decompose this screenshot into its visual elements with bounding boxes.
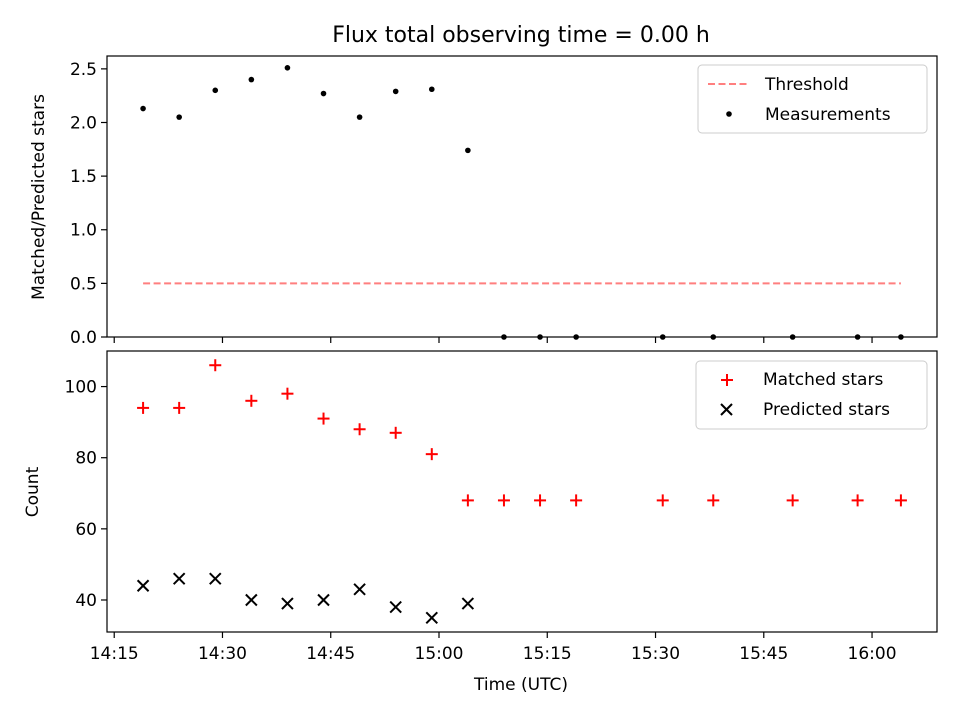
top-y-tick-label: 0.5: [70, 274, 97, 294]
top-y-tick-label: 2.5: [70, 60, 97, 80]
legend-threshold-label: Threshold: [764, 75, 849, 95]
measurement-point: [320, 90, 327, 97]
x-tick-label: 14:15: [90, 644, 139, 664]
top-y-tick-label: 0.0: [70, 328, 97, 348]
matched-stars-point: [209, 359, 222, 372]
x-tick-label: 16:00: [848, 644, 897, 664]
measurement-point: [710, 334, 717, 340]
bottom-y-tick-label: 40: [75, 591, 97, 611]
bottom-plot-frame: [106, 350, 938, 633]
bottom-y-tick-label: 80: [75, 449, 97, 469]
bottom-series: [136, 359, 907, 624]
x-tick-label: 15:45: [739, 644, 788, 664]
top-series: [140, 64, 904, 340]
bottom-y-tick-label: 60: [75, 520, 97, 540]
measurement-point: [248, 76, 255, 83]
legend-matched-swatch: [721, 374, 733, 386]
legend-matched-label: Matched stars: [763, 370, 883, 390]
x-tick-label: 14:45: [306, 644, 355, 664]
predicted-stars-point: [136, 579, 150, 592]
measurement-point: [501, 334, 507, 340]
top-y-axis-label: Matched/Predicted stars: [29, 94, 49, 300]
matched-stars-point: [894, 494, 907, 507]
top-y-axis: 0.0 0.5 1.0 1.5 2.0 2.5: [70, 60, 107, 348]
x-tick-label: 15:15: [523, 644, 572, 664]
legend-predicted-swatch: [720, 403, 733, 416]
predicted-stars-point: [353, 583, 366, 596]
predicted-stars-point: [281, 597, 294, 610]
measurement-point: [356, 114, 363, 120]
matched-stars-point: [389, 426, 402, 439]
chart-title: Flux total observing time = 0.00 h: [332, 23, 710, 48]
top-panel: 0.0 0.5 1.0 1.5 2.0 2.5 Matched/Predicted sta…: [29, 55, 938, 348]
bottom-legend: Matched stars Predicted stars: [695, 360, 928, 430]
legend-measurements-label: Measurements: [765, 105, 891, 125]
matched-stars-point: [656, 494, 669, 507]
predicted-stars-point: [425, 611, 438, 624]
bottom-y-axis-label: Count: [23, 466, 43, 517]
bottom-panel: 40 60 80 100 14:15 14:30 14:45 15:00 15:15 15:30…: [23, 350, 938, 695]
measurement-point: [898, 334, 904, 340]
bottom-y-axis: 40 60 80 100: [65, 378, 107, 611]
matched-stars-point: [786, 494, 799, 507]
measurement-point: [428, 86, 435, 93]
measurement-point: [789, 334, 796, 340]
matched-stars-point: [497, 494, 510, 507]
legend-predicted-label: Predicted stars: [763, 400, 890, 420]
measurement-point: [176, 114, 182, 120]
bottom-legend-box: [695, 360, 928, 430]
predicted-stars-point: [172, 572, 186, 585]
top-legend-box: [697, 64, 928, 134]
matched-stars-point: [461, 494, 474, 507]
measurement-point: [392, 88, 399, 95]
measurement-point: [140, 105, 146, 112]
legend-measurements-swatch: [726, 111, 732, 117]
matched-stars-point: [851, 494, 864, 507]
matched-stars-point: [281, 387, 294, 400]
matched-stars-point: [534, 494, 547, 507]
top-legend: Threshold Measurements: [697, 64, 928, 134]
top-x-axis: [113, 337, 873, 343]
matched-stars-point: [317, 412, 330, 425]
matched-stars-point: [173, 401, 186, 414]
measurement-point: [465, 147, 471, 154]
predicted-stars-point: [317, 593, 330, 607]
measurement-point: [659, 334, 666, 340]
predicted-stars-point: [245, 593, 258, 607]
matched-stars-point: [425, 448, 438, 461]
top-y-tick-label: 1.0: [70, 221, 97, 241]
x-tick-label: 15:00: [415, 644, 464, 664]
x-tick-label: 14:30: [198, 644, 247, 664]
matched-stars-point: [245, 394, 258, 407]
bottom-x-axis: 14:15 14:30 14:45 15:00 15:15 15:30 15:45 16:00: [90, 632, 897, 664]
bottom-x-axis-label: Time (UTC): [473, 675, 568, 695]
measurement-point: [537, 334, 543, 340]
matched-stars-point: [137, 401, 150, 414]
top-y-tick-label: 1.5: [70, 167, 97, 187]
top-y-tick-label: 2.0: [70, 113, 97, 133]
predicted-stars-point: [461, 597, 475, 610]
x-tick-label: 15:30: [631, 644, 680, 664]
matched-stars-point: [353, 423, 366, 436]
measurement-point: [573, 334, 579, 340]
matched-stars-point: [570, 494, 583, 507]
measurement-point: [284, 64, 291, 71]
bottom-y-tick-label: 100: [65, 378, 97, 398]
top-plot-frame: [106, 55, 938, 338]
measurement-point: [212, 87, 219, 94]
predicted-stars-point: [389, 600, 402, 614]
measurement-point: [854, 334, 861, 340]
predicted-stars-point: [209, 572, 222, 585]
matched-stars-point: [707, 494, 720, 507]
